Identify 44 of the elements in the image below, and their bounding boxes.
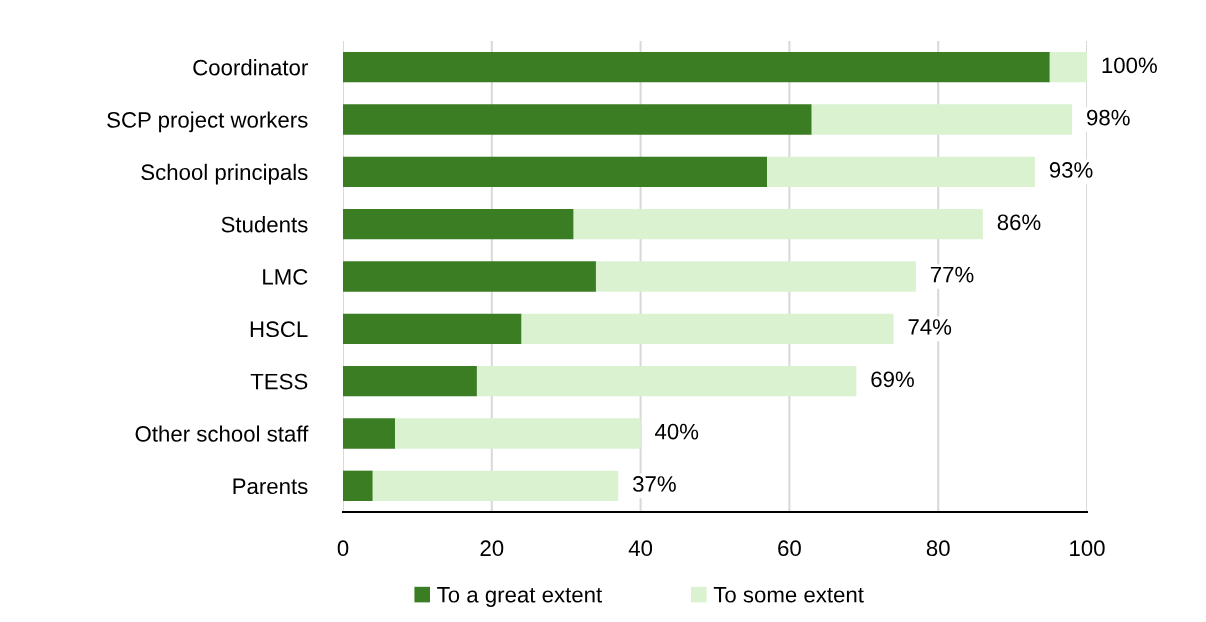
total-label: 40%	[655, 423, 699, 440]
total-label: 93%	[1049, 162, 1093, 178]
y-tick-label: HSCL	[250, 321, 308, 338]
total-label: 100%	[1102, 57, 1157, 74]
bar	[343, 261, 596, 292]
y-tick-label: Students	[221, 216, 308, 233]
total-label: 69%	[871, 371, 914, 388]
total-label: 74%	[908, 319, 952, 335]
x-tick-label: 20	[480, 540, 504, 557]
bar	[811, 104, 1073, 135]
bar	[343, 365, 477, 397]
bar	[1049, 51, 1087, 83]
x-tick-label: 40	[628, 540, 653, 557]
bar	[343, 51, 1050, 83]
legend-label: To a great extent	[437, 587, 603, 607]
total-label: 37%	[633, 476, 676, 492]
bar	[343, 104, 812, 135]
y-tick-label: Other school staff	[135, 425, 309, 442]
x-tick-label: 0	[337, 540, 349, 557]
bar	[343, 208, 574, 240]
bar	[343, 470, 373, 502]
total-label: 77%	[930, 266, 974, 283]
y-tick-label: TESS	[250, 373, 308, 390]
x-tick-label: 80	[926, 540, 950, 557]
bar	[476, 365, 857, 397]
y-tick-label: Parents	[233, 478, 308, 495]
bar	[343, 156, 768, 188]
bar	[573, 208, 983, 240]
y-tick-label: SCP project workers	[107, 111, 308, 133]
y-tick-label: School principals	[141, 163, 308, 185]
bar	[372, 470, 619, 502]
bar	[521, 313, 894, 345]
total-label: 98%	[1087, 109, 1130, 126]
bar	[343, 313, 522, 345]
total-label: 86%	[997, 214, 1041, 231]
y-tick-label: LMC	[263, 269, 308, 285]
x-tick-label: 100	[1070, 540, 1105, 557]
y-tick-label: Coordinator	[193, 59, 308, 76]
bar	[767, 156, 1035, 188]
bar	[395, 418, 641, 449]
x-tick-label: 60	[778, 540, 801, 557]
bar	[595, 261, 916, 292]
bar	[343, 418, 396, 449]
legend-label: To some extent	[713, 587, 864, 603]
